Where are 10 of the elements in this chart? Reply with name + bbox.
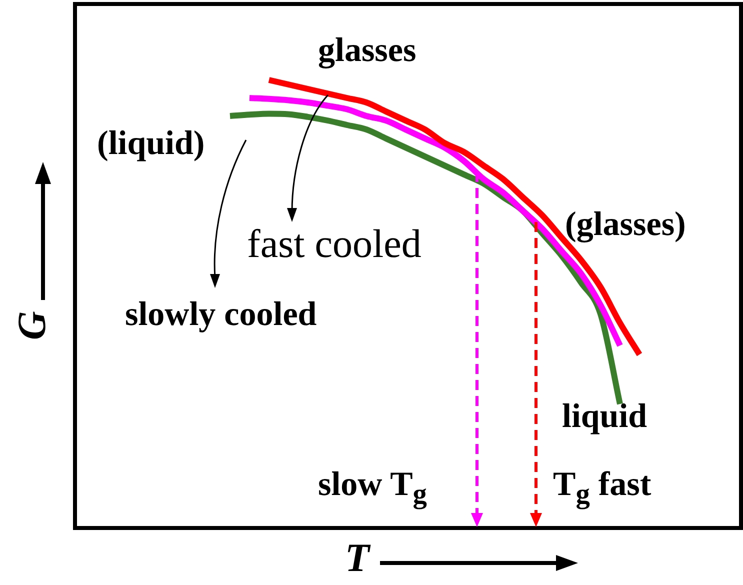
- text: (liquid): [97, 125, 205, 162]
- annotation: slowly cooled: [125, 296, 317, 334]
- annotation: T$_{g}$ fast: [553, 466, 652, 510]
- annotation: slow T$_{g}$: [318, 466, 427, 510]
- y-axis-title: G: [9, 310, 54, 340]
- text: glasses: [318, 32, 416, 70]
- x-axis-title: T: [345, 535, 370, 580]
- annotation: fast cooled: [247, 221, 422, 266]
- annotation: liquid: [562, 398, 648, 436]
- annotation: (glasses): [565, 206, 686, 244]
